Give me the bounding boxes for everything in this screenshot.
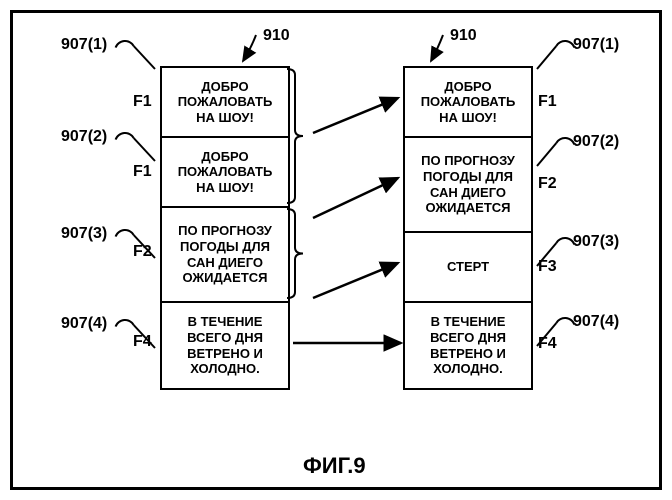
callout-left: 907(3) [61, 225, 107, 243]
f-label-left: F2 [133, 243, 152, 261]
cell: СТЕРТ [405, 233, 531, 303]
ref-910-right: 910 [450, 27, 477, 45]
f-label-left: F1 [133, 93, 152, 111]
callout-left: 907(4) [61, 315, 107, 333]
left-column: ДОБРО ПОЖАЛОВАТЬ НА ШОУ!ДОБРО ПОЖАЛОВАТЬ… [160, 66, 290, 390]
f-label-right: F2 [538, 175, 557, 193]
figure-label: ФИГ.9 [303, 453, 366, 479]
f-label-right: F4 [538, 335, 557, 353]
f-label-left: F1 [133, 163, 152, 181]
cell: ПО ПРОГНОЗУ ПОГОДЫ ДЛЯ САН ДИЕГО ОЖИДАЕТ… [162, 208, 288, 303]
callout-right: 907(2) [573, 133, 619, 151]
figure-frame: ДОБРО ПОЖАЛОВАТЬ НА ШОУ!ДОБРО ПОЖАЛОВАТЬ… [10, 10, 662, 490]
ref-910-left: 910 [263, 27, 290, 45]
callout-right: 907(1) [573, 36, 619, 54]
cell: ПО ПРОГНОЗУ ПОГОДЫ ДЛЯ САН ДИЕГО ОЖИДАЕТ… [405, 138, 531, 233]
callout-right: 907(3) [573, 233, 619, 251]
f-label-right: F3 [538, 258, 557, 276]
f-label-left: F4 [133, 333, 152, 351]
right-column: ДОБРО ПОЖАЛОВАТЬ НА ШОУ!ПО ПРОГНОЗУ ПОГО… [403, 66, 533, 390]
cell: ДОБРО ПОЖАЛОВАТЬ НА ШОУ! [405, 68, 531, 138]
cell: В ТЕЧЕНИЕ ВСЕГО ДНЯ ВЕТРЕНО И ХОЛОДНО. [405, 303, 531, 388]
cell: ДОБРО ПОЖАЛОВАТЬ НА ШОУ! [162, 68, 288, 138]
callout-left: 907(2) [61, 128, 107, 146]
cell: ДОБРО ПОЖАЛОВАТЬ НА ШОУ! [162, 138, 288, 208]
callout-left: 907(1) [61, 36, 107, 54]
f-label-right: F1 [538, 93, 557, 111]
cell: В ТЕЧЕНИЕ ВСЕГО ДНЯ ВЕТРЕНО И ХОЛОДНО. [162, 303, 288, 388]
callout-right: 907(4) [573, 313, 619, 331]
overlay-svg [13, 13, 659, 487]
